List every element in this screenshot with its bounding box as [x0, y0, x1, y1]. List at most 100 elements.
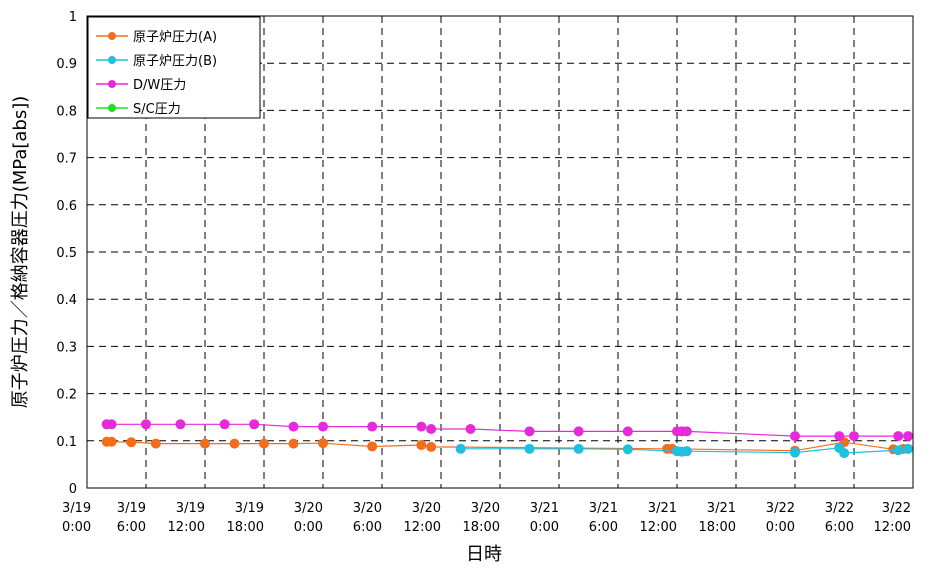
x-tick-time: 6:00: [353, 520, 382, 535]
legend-label: 原子炉圧力(B): [133, 54, 217, 69]
data-point: [903, 443, 914, 454]
x-tick-time: 12:00: [404, 520, 441, 535]
data-point: [681, 426, 692, 437]
x-tick-date: 3/21: [530, 501, 559, 516]
x-tick-time: 12:00: [640, 520, 677, 535]
y-tick-label: 0.3: [56, 340, 77, 355]
data-point: [219, 419, 230, 430]
y-tick-label: 0.2: [56, 388, 77, 403]
y-tick-label: 0.9: [56, 57, 77, 72]
series-3: [101, 419, 914, 442]
data-point: [426, 441, 437, 452]
data-point: [288, 421, 299, 432]
x-tick-time: 6:00: [825, 520, 854, 535]
legend-box: [87, 16, 261, 119]
x-tick-time: 0:00: [766, 520, 795, 535]
x-tick-date: 3/20: [412, 501, 441, 516]
x-tick-date: 3/21: [707, 501, 736, 516]
x-tick-date: 3/20: [294, 501, 323, 516]
x-tick-time: 18:00: [463, 520, 500, 535]
data-point: [524, 426, 535, 437]
data-point: [106, 419, 117, 430]
y-tick-label: 0: [69, 482, 77, 497]
data-point: [834, 431, 845, 442]
y-tick-label: 0.8: [56, 104, 77, 119]
x-tick-time: 6:00: [589, 520, 618, 535]
data-point: [259, 438, 269, 449]
data-point: [839, 448, 850, 459]
data-point: [622, 426, 633, 437]
data-point: [849, 431, 859, 442]
data-point: [790, 431, 800, 442]
data-point: [790, 447, 800, 458]
x-tick-date: 3/21: [648, 501, 677, 516]
x-axis-ticks: 3/19 0:00 3/19 6:00 3/19 12:00 3/19 18:00 3/20 0:…: [62, 501, 911, 535]
y-tick-label: 0.1: [56, 435, 77, 450]
legend-label: S/C圧力: [133, 102, 181, 117]
data-point: [318, 421, 328, 432]
plot-area-frame: [86, 15, 914, 489]
x-tick-time: 6:00: [117, 520, 146, 535]
x-tick-time: 18:00: [227, 520, 264, 535]
x-tick-date: 3/20: [353, 501, 382, 516]
x-tick-time: 12:00: [168, 520, 205, 535]
x-tick-time: 12:00: [874, 520, 911, 535]
x-tick-date: 3/19: [235, 501, 264, 516]
x-tick-date: 3/19: [62, 501, 91, 516]
y-tick-label: 1: [69, 10, 77, 25]
y-tick-label: 0.6: [56, 199, 77, 214]
x-tick-date: 3/21: [589, 501, 618, 516]
y-axis-title: 原子炉圧力／格納容器圧力(MPa[abs]): [10, 96, 31, 409]
data-point: [288, 438, 299, 449]
data-point: [318, 438, 328, 449]
data-point: [455, 443, 466, 454]
data-point: [150, 438, 161, 449]
data-point: [573, 443, 584, 454]
data-point: [367, 441, 378, 452]
x-tick-time: 18:00: [699, 520, 736, 535]
data-point: [229, 438, 240, 449]
data-point: [465, 424, 476, 434]
data-point: [893, 431, 904, 442]
legend-swatch-marker: [108, 32, 116, 40]
data-point: [893, 445, 904, 456]
data-point: [106, 436, 117, 447]
data-point: [524, 443, 535, 454]
x-tick-time: 0:00: [530, 520, 559, 535]
y-tick-label: 0.5: [56, 246, 77, 261]
data-point: [426, 424, 437, 434]
x-tick-time: 0:00: [62, 520, 91, 535]
data-point: [903, 431, 914, 442]
data-point: [681, 446, 692, 457]
legend: 原子炉圧力(A) 原子炉圧力(B) D/W圧力 S/C圧力: [87, 16, 261, 119]
data-point: [175, 419, 186, 430]
legend-label: 原子炉圧力(A): [133, 30, 217, 45]
data-point: [573, 426, 584, 437]
x-tick-time: 0:00: [294, 520, 323, 535]
data-point: [126, 437, 137, 448]
y-tick-label: 0.7: [56, 152, 77, 167]
y-tick-label: 0.4: [56, 293, 77, 308]
legend-swatch-marker: [108, 104, 116, 112]
data-point: [622, 444, 633, 455]
data-point: [249, 419, 260, 430]
x-tick-date: 3/20: [471, 501, 500, 516]
x-tick-date: 3/22: [766, 501, 795, 516]
x-axis-title: 日時: [466, 544, 502, 565]
y-axis-ticks: 0 0.1 0.2 0.3 0.4 0.5 0.6 0.7 0.8 0.9 1: [56, 10, 77, 497]
data-point: [141, 419, 151, 430]
x-tick-date: 3/22: [882, 501, 911, 516]
x-tick-date: 3/19: [176, 501, 205, 516]
legend-label: D/W圧力: [133, 78, 186, 93]
data-point: [416, 421, 427, 432]
x-tick-date: 3/19: [117, 501, 146, 516]
data-point: [367, 421, 378, 432]
x-tick-date: 3/22: [825, 501, 854, 516]
legend-swatch-marker: [108, 56, 116, 64]
data-point: [416, 440, 427, 451]
series-2: [455, 442, 914, 459]
series-layer: [101, 419, 914, 459]
data-point: [200, 438, 210, 449]
legend-swatch-marker: [108, 80, 116, 88]
